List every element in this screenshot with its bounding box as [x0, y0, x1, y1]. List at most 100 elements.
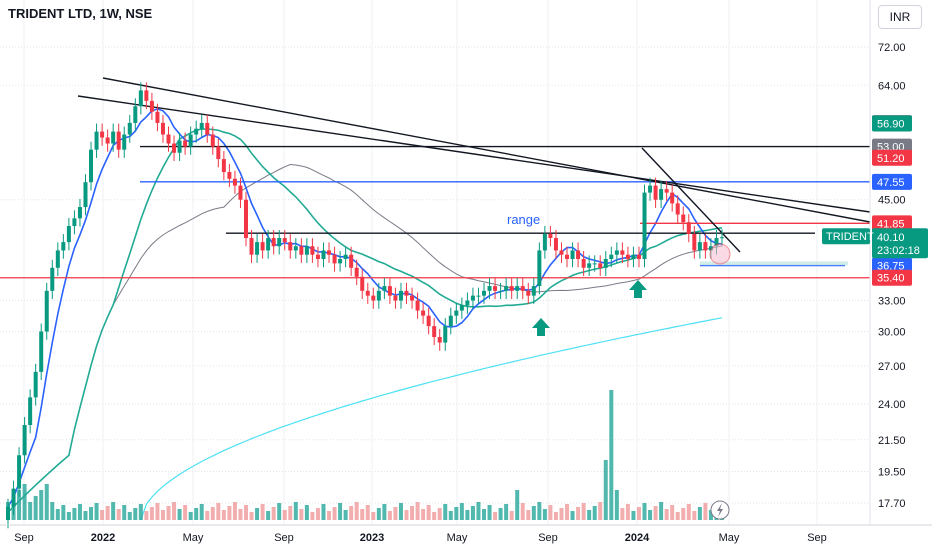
volume-bar [210, 507, 215, 520]
volume-bar [238, 509, 243, 520]
candle-body [304, 246, 309, 255]
volume-bar [327, 511, 332, 520]
candle-body [338, 259, 343, 264]
volume-bar [94, 503, 99, 520]
volume-bar [603, 460, 608, 520]
candle-body [631, 254, 636, 260]
y-tick-label: 64.00 [878, 80, 906, 92]
volume-bar [482, 509, 486, 520]
volume-bar [559, 508, 564, 520]
volume-bar [321, 504, 326, 520]
volume-bar [703, 503, 708, 520]
volume-bar [183, 505, 188, 520]
volume-bar [66, 512, 71, 520]
candle-body [133, 106, 138, 123]
volume-bar [404, 510, 409, 520]
candle-body [371, 295, 376, 301]
candle-body [94, 131, 99, 150]
candle-body [310, 246, 315, 255]
candle-body [105, 137, 110, 144]
volume-bar [293, 502, 298, 520]
candle-body [100, 131, 105, 138]
currency-button[interactable]: INR [878, 5, 922, 29]
volume-bar [708, 510, 713, 520]
candle-body [221, 159, 226, 173]
volume-bar [116, 509, 121, 520]
candle-body [609, 254, 614, 260]
volume-bar [565, 504, 570, 520]
candle-body [111, 131, 116, 144]
candle-body [44, 290, 49, 332]
volume-bar [636, 507, 641, 520]
candle-body [232, 178, 237, 186]
candle-body [581, 259, 586, 268]
last-price-tag [872, 228, 928, 259]
price-tag-label: 41.85 [877, 218, 905, 230]
volume-bar [100, 510, 105, 520]
candle-body [50, 267, 55, 291]
up-arrow-marker [629, 280, 647, 298]
candle-body [89, 149, 94, 183]
ma-long-line [140, 317, 723, 521]
candle-body [255, 242, 260, 255]
volume-bar [122, 505, 127, 520]
candle-body [493, 286, 498, 291]
y-tick-label: 17.70 [878, 498, 906, 510]
volume-bar [155, 503, 160, 520]
candle-body [404, 290, 409, 296]
candle-body [6, 506, 10, 520]
candle-body [542, 233, 547, 251]
candle-body [470, 295, 475, 301]
volume-bar [338, 503, 343, 520]
volume-bar [304, 505, 309, 520]
volume-bar [421, 509, 426, 520]
volume-bar [548, 505, 553, 520]
volume-bar [199, 504, 204, 520]
candle-body [675, 203, 680, 215]
x-tick-label: May [719, 532, 740, 544]
volume-bar [642, 503, 647, 520]
candle-body [149, 100, 154, 112]
volume-bar [55, 509, 60, 520]
candle-body [459, 305, 464, 311]
candle-body [116, 131, 121, 150]
volume-bar [17, 490, 22, 520]
last-price-label: 40.10 [877, 232, 905, 244]
volume-bar [332, 507, 337, 520]
candle-body [553, 238, 558, 251]
candle-body [692, 233, 697, 251]
candle-body [72, 218, 77, 227]
candle-body [55, 250, 60, 268]
volume-bar [398, 503, 403, 520]
candle-body [720, 237, 724, 239]
volume-bar [498, 508, 503, 520]
candle-body [659, 189, 664, 200]
candle-body [504, 286, 509, 291]
volume-bar [127, 512, 132, 520]
candle-body [448, 315, 453, 327]
candle-body [183, 140, 188, 147]
candle-body [210, 134, 215, 147]
volume-bar [282, 510, 287, 520]
volume-bar [166, 506, 171, 520]
x-tick-label: 2023 [360, 532, 384, 544]
candle-body [498, 290, 503, 292]
candle-body [437, 336, 442, 343]
candle-body [83, 182, 88, 208]
candle-body [349, 254, 354, 268]
y-tick-label: 19.50 [878, 467, 906, 479]
volume-bar [315, 508, 320, 520]
volume-bar [216, 503, 221, 520]
volume-bar [620, 508, 625, 520]
volume-bar [553, 512, 558, 520]
x-tick-label: 2022 [91, 532, 115, 544]
volume-bar [177, 509, 182, 520]
volume-bar [310, 512, 315, 520]
grid-lines [0, 0, 870, 525]
price-tag-label: 36.75 [877, 261, 905, 273]
candle-body [393, 295, 398, 301]
volume-bar [504, 504, 509, 520]
candle-body [398, 290, 403, 301]
